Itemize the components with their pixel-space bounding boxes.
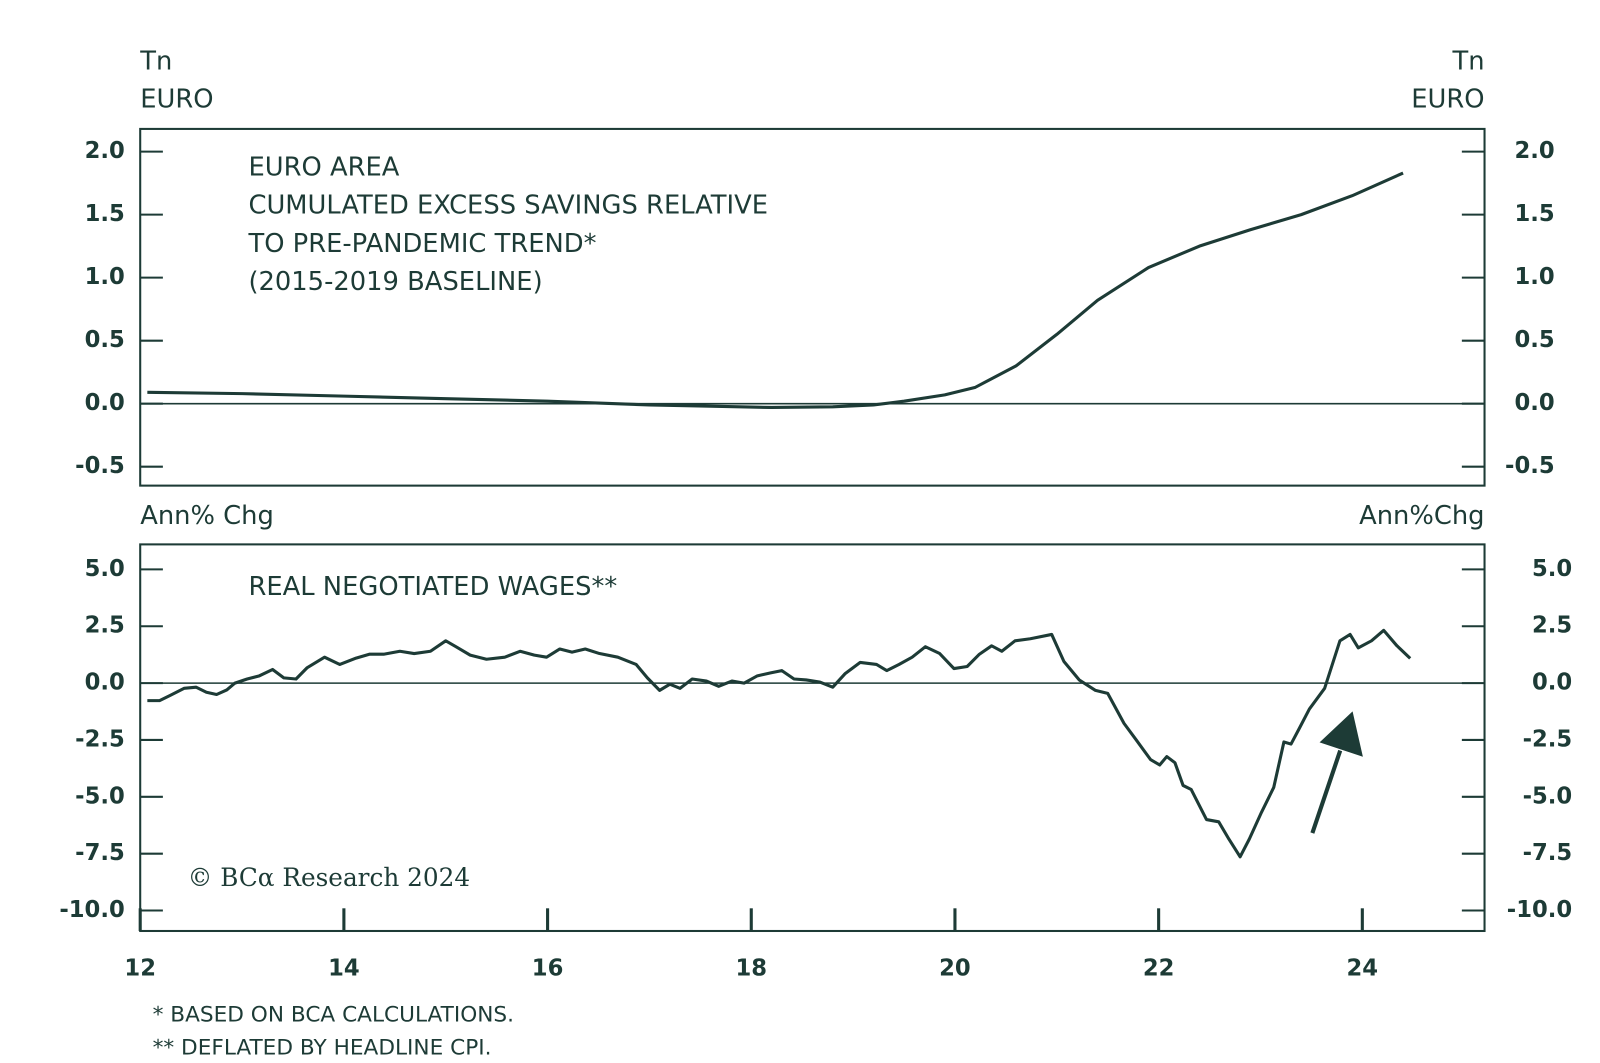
y-tick-label: -5.0 (75, 783, 125, 809)
data-line (147, 171, 1404, 410)
chart-title: REAL NEGOTIATED WAGES** (248, 572, 617, 602)
y-tick-label: -2.5 (75, 726, 125, 752)
y-tick-label: 0.0 (85, 390, 125, 416)
y-tick-label: -10.0 (59, 897, 124, 923)
y-tick-label-right: -7.5 (1523, 840, 1573, 866)
x-tick-label: 24 (1347, 956, 1379, 982)
footnote: * BASED ON BCA CALCULATIONS. (153, 1003, 514, 1028)
chart-title: CUMULATED EXCESS SAVINGS RELATIVE (248, 191, 768, 221)
y-tick-label-right: -10.0 (1507, 897, 1572, 923)
y-tick-label: 0.5 (85, 327, 125, 353)
y-axis-label-right: Tn (1451, 46, 1484, 76)
y-tick-label-right: 0.5 (1514, 327, 1554, 353)
plot-frame (139, 543, 1486, 933)
y-tick-label-right: -5.0 (1523, 783, 1573, 809)
data-line (147, 628, 1412, 859)
x-tick-label: 22 (1143, 956, 1175, 982)
x-tick-label: 18 (735, 956, 767, 982)
source: © BCα Research 2024 (188, 863, 470, 892)
plot-frame (139, 127, 1486, 487)
y-tick-label-right: -0.5 (1505, 453, 1555, 479)
y-tick-label-right: 1.5 (1514, 201, 1554, 227)
x-tick-label: 20 (939, 956, 971, 982)
y-tick-label-right: 5.0 (1532, 556, 1572, 582)
y-axis-label: EURO (140, 85, 213, 115)
chart-title: (2015-2019 BASELINE) (248, 267, 542, 297)
arrow (1310, 711, 1363, 834)
y-tick-label: 2.5 (85, 613, 125, 639)
x-tick-label: 12 (124, 956, 156, 982)
y-tick-label-right: -2.5 (1523, 726, 1573, 752)
y-tick-label-right: 2.5 (1532, 613, 1572, 639)
y-axis-label-right: EURO (1411, 85, 1484, 115)
y-tick-label-right: 2.0 (1514, 138, 1554, 164)
footnote: ** DEFLATED BY HEADLINE CPI. (153, 1036, 492, 1061)
chart-title: TO PRE-PANDEMIC TREND* (247, 229, 596, 259)
y-tick-label: 1.5 (85, 201, 125, 227)
y-tick-label-right: 0.0 (1514, 390, 1554, 416)
y-tick-label: -0.5 (75, 453, 125, 479)
y-tick-label: 0.0 (85, 670, 125, 696)
y-tick-label-right: 1.0 (1514, 264, 1554, 290)
y-tick-label: 1.0 (85, 264, 125, 290)
y-tick-label: 5.0 (85, 556, 125, 582)
chart-title: EURO AREA (248, 153, 399, 183)
y-tick-label: -7.5 (75, 840, 125, 866)
y-axis-label-right: Ann%Chg (1359, 501, 1484, 531)
y-tick-label: 2.0 (85, 138, 125, 164)
y-tick-label-right: 0.0 (1532, 670, 1572, 696)
y-axis-label: Tn (139, 46, 172, 76)
y-axis-label: Ann% Chg (140, 501, 274, 531)
x-tick-label: 16 (532, 956, 564, 982)
x-tick-label: 14 (328, 956, 360, 982)
